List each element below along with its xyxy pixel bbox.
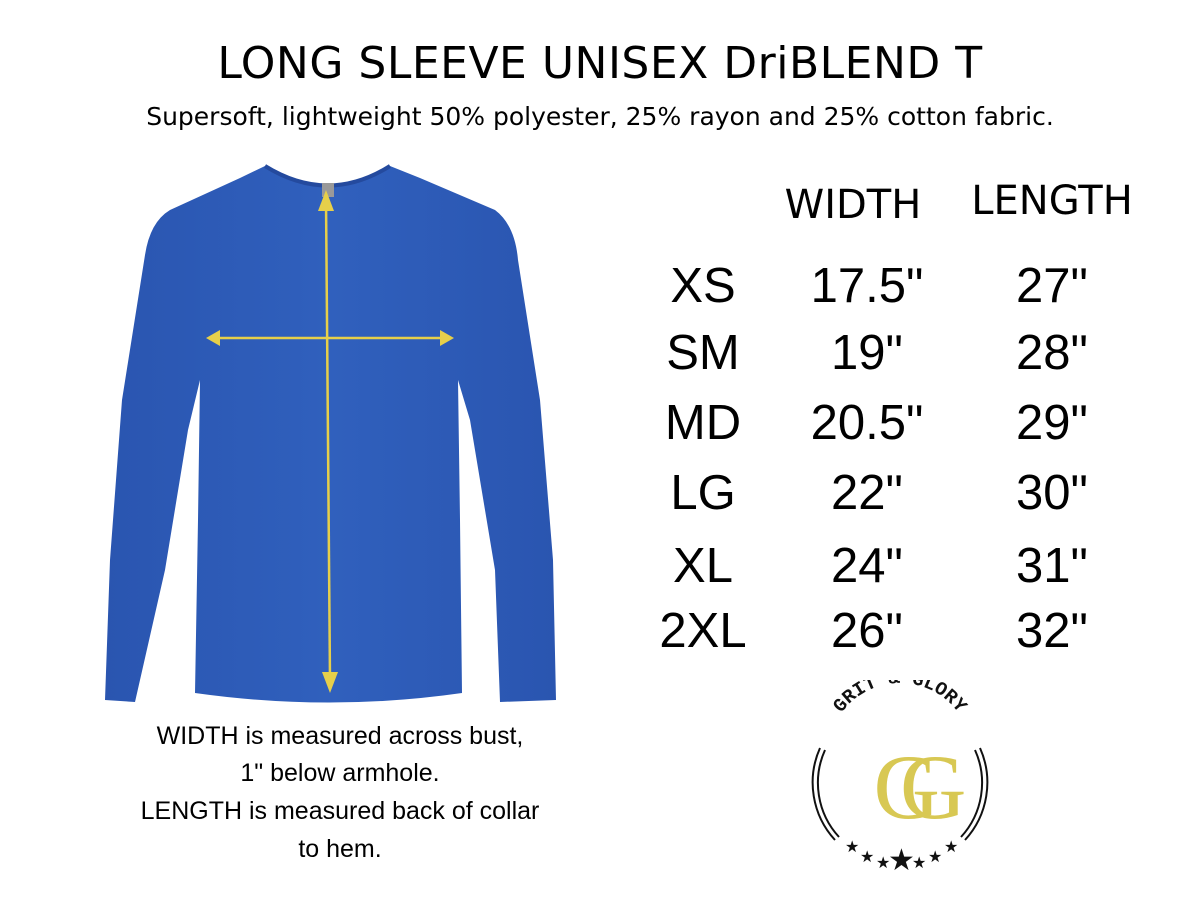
caption-line: WIDTH is measured across bust, xyxy=(156,722,524,750)
page-subtitle: Supersoft, lightweight 50% polyester, 25… xyxy=(146,102,1054,131)
size-table-size-cell: MD xyxy=(664,396,742,450)
grit-and-glory-logo: GRIT & GLORY GG ★★★ ★ ★★★ xyxy=(811,680,1000,878)
svg-text:GRIT & GLORY: GRIT & GLORY xyxy=(829,680,972,717)
logo-text: GRIT & GLORY xyxy=(829,680,972,717)
size-table-length-cell: 27" xyxy=(1016,259,1088,313)
size-table-width-cell: 26" xyxy=(831,604,903,658)
size-table-size-cell: SM xyxy=(666,326,740,380)
svg-text:★: ★ xyxy=(928,847,942,866)
svg-text:★: ★ xyxy=(876,853,890,872)
caption-line: LENGTH is measured back of collar xyxy=(140,797,540,825)
caption-line: to hem. xyxy=(298,835,382,863)
size-table-length-cell: 30" xyxy=(1016,466,1088,520)
header-length: LENGTH xyxy=(971,178,1133,224)
size-table-length-cell: 28" xyxy=(1016,326,1088,380)
svg-text:★: ★ xyxy=(860,847,874,866)
size-table-size-cell: 2XL xyxy=(659,604,747,658)
svg-text:★: ★ xyxy=(845,837,859,856)
size-table-width-cell: 24" xyxy=(831,539,903,593)
page-title: LONG SLEEVE UNISEX DriBLEND T xyxy=(217,38,983,89)
header-width: WIDTH xyxy=(784,182,922,228)
svg-text:★: ★ xyxy=(912,853,926,872)
shirt-illustration xyxy=(105,164,556,703)
caption-line: 1" below armhole. xyxy=(240,759,440,787)
size-table-length-cell: 31" xyxy=(1016,539,1088,593)
length-arrow xyxy=(318,190,338,693)
width-arrow xyxy=(206,330,454,346)
size-table-width-cell: 19" xyxy=(831,326,903,380)
size-table-width-cell: 20.5" xyxy=(810,396,924,450)
size-table-width-cell: 22" xyxy=(831,466,903,520)
logo-monogram: GG xyxy=(874,736,964,838)
size-table-size-cell: XL xyxy=(673,539,733,593)
svg-text:★: ★ xyxy=(888,843,915,878)
size-table-length-cell: 29" xyxy=(1016,396,1088,450)
size-table-size-cell: XS xyxy=(670,259,736,313)
size-table-length-cell: 32" xyxy=(1016,604,1088,658)
star-icons: ★★ ★ ★ ★ ★★ xyxy=(845,837,958,878)
svg-text:★: ★ xyxy=(944,837,958,856)
size-table-size-cell: LG xyxy=(670,466,736,520)
size-table-width-cell: 17.5" xyxy=(810,259,924,313)
shirt-body xyxy=(105,166,556,703)
